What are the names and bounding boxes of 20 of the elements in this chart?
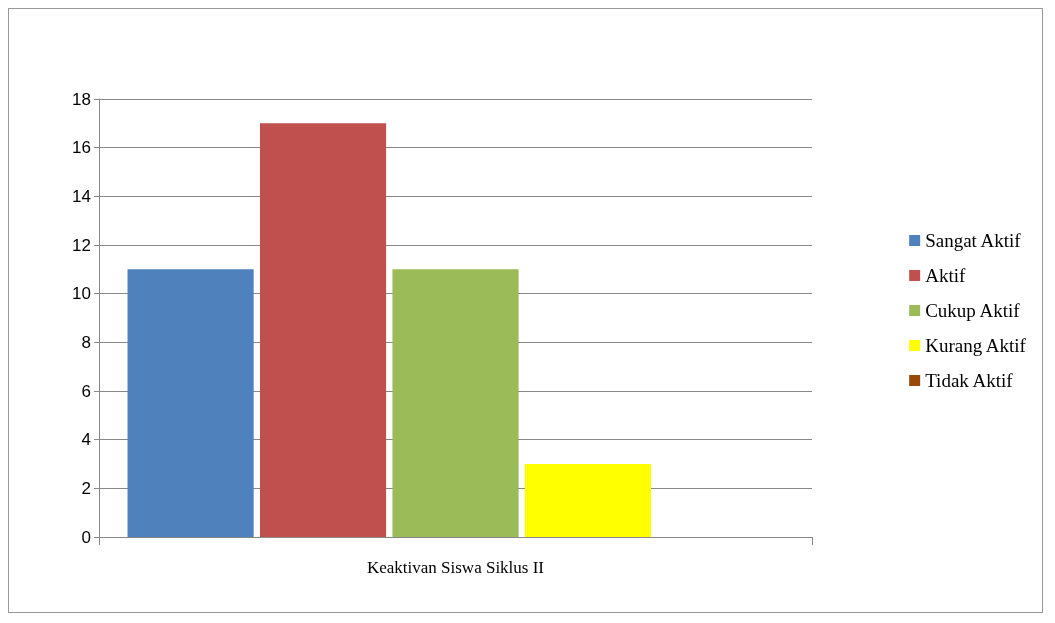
- legend-label: Kurang Aktif: [925, 335, 1027, 356]
- y-tick-label: 10: [72, 284, 91, 304]
- bar: [392, 269, 519, 537]
- legend-label: Aktif: [925, 265, 966, 286]
- legend-label: Tidak Aktif: [925, 370, 1014, 391]
- bar: [127, 269, 254, 537]
- y-tick-label: 16: [72, 138, 91, 158]
- bar: [524, 464, 652, 537]
- y-tick-label: 14: [72, 186, 91, 206]
- y-tick-label: 6: [81, 381, 91, 401]
- y-tick-label: 0: [81, 527, 91, 547]
- y-tick-label: 18: [72, 89, 91, 109]
- y-tick-label: 2: [81, 478, 91, 498]
- x-tick-label: Keaktivan Siswa Siklus II: [366, 558, 545, 577]
- y-tick-label: 12: [72, 235, 91, 255]
- y-tick-label: 4: [81, 430, 91, 450]
- legend-label: Sangat Aktif: [925, 230, 1022, 251]
- y-tick-label: 8: [81, 332, 91, 352]
- bar: [259, 123, 387, 537]
- legend-label: Cukup Aktif: [925, 300, 1021, 321]
